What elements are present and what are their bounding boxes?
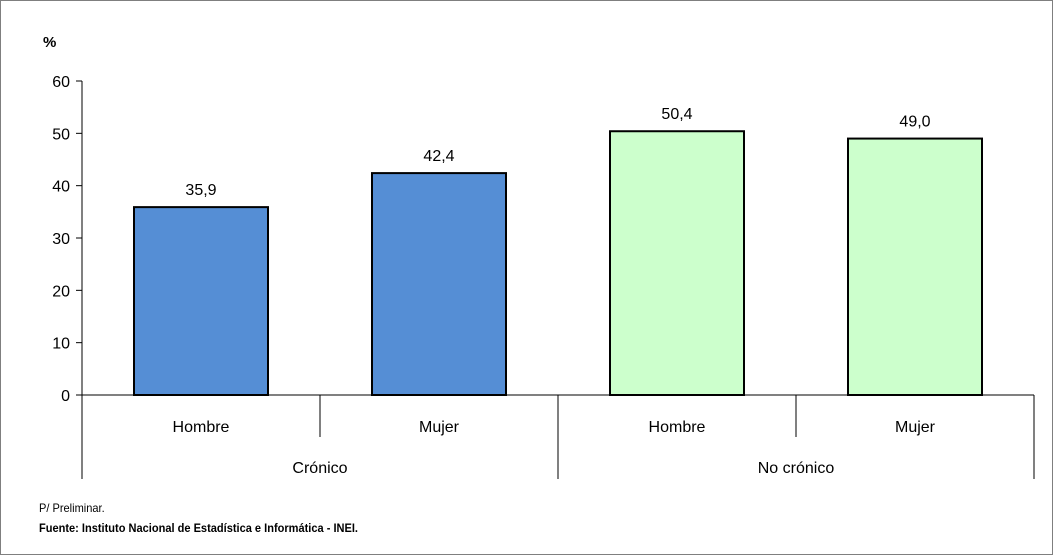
y-tick-label: 20 [52,283,70,300]
source-note: Fuente: Instituto Nacional de Estadístic… [39,521,358,535]
y-tick-label: 10 [52,336,70,353]
axes: 0 10 20 30 40 50 60 [52,74,1035,479]
preliminary-note: P/ Preliminar. [39,501,105,515]
data-label: 42,4 [423,148,454,165]
group-label: No crónico [758,460,835,477]
y-tick-label: 0 [61,388,70,405]
x-tick-label: Hombre [173,419,230,436]
y-tick-label: 50 [52,126,70,143]
data-label: 35,9 [185,182,216,199]
bar [609,130,745,397]
x-tick-label: Mujer [895,419,936,436]
y-axis-label: % [43,34,56,51]
bars [133,130,983,397]
x-tick-label: Hombre [649,419,706,436]
data-label: 50,4 [661,106,692,123]
labels: 35,9 Hombre 42,4 Mujer 50,4 Hombre 49,0 Mujer Cr… [173,106,936,477]
y-tick-label: 30 [52,231,70,248]
bar [847,137,983,396]
group-label: Crónico [292,460,347,477]
y-tick-label: 60 [52,74,70,91]
bar [133,206,269,396]
x-tick-label: Mujer [419,419,460,436]
data-label: 49,0 [899,114,930,131]
bar [371,172,507,396]
y-tick-label: 40 [52,179,70,196]
